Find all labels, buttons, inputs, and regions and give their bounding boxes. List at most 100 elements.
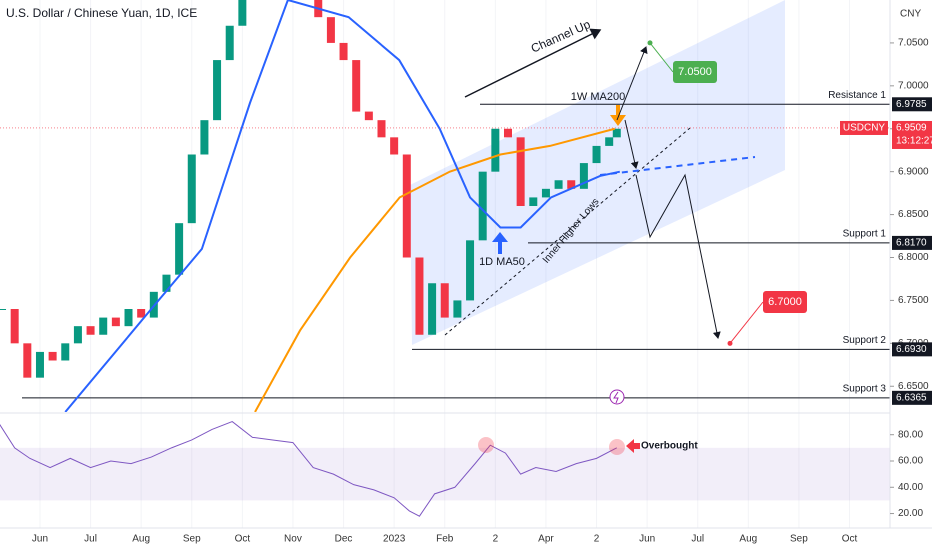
target-link xyxy=(649,42,674,73)
candle xyxy=(10,309,19,344)
level-name: Support 3 xyxy=(843,383,887,394)
x-tick-label: 2 xyxy=(493,534,499,545)
candle xyxy=(86,326,95,335)
channel xyxy=(410,0,785,345)
level-name: Support 2 xyxy=(843,335,887,346)
rsi-pane xyxy=(0,421,890,517)
candle xyxy=(605,137,614,146)
line xyxy=(0,421,618,517)
event-icon xyxy=(609,389,625,405)
candle xyxy=(612,128,621,138)
projection xyxy=(616,46,648,121)
candle xyxy=(377,120,386,138)
candle xyxy=(592,145,601,164)
level-price: 6.8170 xyxy=(896,238,927,249)
candle xyxy=(516,137,525,206)
candle xyxy=(213,60,222,121)
projection xyxy=(624,119,639,169)
level-name: Resistance 1 xyxy=(828,90,886,101)
candle xyxy=(503,128,512,138)
projection xyxy=(635,173,721,339)
x-tick-label: Jun xyxy=(32,534,48,545)
candle xyxy=(466,240,475,301)
candle xyxy=(35,351,44,378)
level-name: Support 1 xyxy=(843,229,887,240)
y-tick-label: 20.00 xyxy=(898,508,923,519)
symbol: USDCNY xyxy=(843,123,886,134)
x-tick-label: Jul xyxy=(84,534,97,545)
price-box xyxy=(892,97,932,112)
annotation: 1D MA50 xyxy=(479,256,525,268)
x-tick-label: Jun xyxy=(639,534,655,545)
x-tick-label: Oct xyxy=(842,534,858,545)
candle xyxy=(440,283,449,318)
candle xyxy=(428,283,437,335)
level-price: 6.6930 xyxy=(896,344,927,355)
candle xyxy=(415,257,424,335)
candle xyxy=(554,180,563,189)
target-label: 7.0500 xyxy=(678,66,712,78)
level-price: 6.9785 xyxy=(896,99,927,110)
channel-arrow xyxy=(464,28,602,98)
y-tick-label: 80.00 xyxy=(898,429,923,440)
y-tick-label: 60.00 xyxy=(898,456,923,467)
candle xyxy=(529,197,538,206)
x-tick-label: 2 xyxy=(594,534,600,545)
y-tick-label: 6.8500 xyxy=(898,209,929,220)
x-tick-label: Sep xyxy=(183,534,201,545)
ma50-projection xyxy=(599,156,756,176)
y-tick-label: 40.00 xyxy=(898,482,923,493)
price-box xyxy=(892,235,932,250)
x-tick-label: Feb xyxy=(436,534,454,545)
candle xyxy=(453,300,462,318)
x-tick-label: Sep xyxy=(790,534,808,545)
candle xyxy=(225,25,234,61)
target-label: 6.7000 xyxy=(768,296,802,308)
annotation: Overbought xyxy=(641,441,698,452)
candle xyxy=(111,317,120,327)
line xyxy=(254,127,616,412)
candle xyxy=(326,17,335,43)
candle xyxy=(402,154,411,258)
candle xyxy=(390,137,399,155)
x-tick-label: 2023 xyxy=(383,534,406,545)
candle xyxy=(352,60,361,112)
candle xyxy=(73,326,82,344)
candle xyxy=(137,309,146,318)
name-box xyxy=(840,120,888,135)
arrow-icon xyxy=(610,105,626,126)
annotation: 1W MA200 xyxy=(571,91,625,103)
candle xyxy=(162,274,171,292)
x-tick-label: Apr xyxy=(538,534,554,545)
line xyxy=(64,0,621,412)
y-tick-label: 6.6500 xyxy=(898,381,929,392)
candle xyxy=(339,42,348,61)
x-tick-label: Dec xyxy=(335,534,353,545)
chart-title: U.S. Dollar / Chinese Yuan, 1D, ICE xyxy=(6,6,197,20)
arrow-icon xyxy=(492,232,508,254)
candle xyxy=(200,120,209,155)
price-box xyxy=(892,390,932,405)
x-tick-label: Jul xyxy=(691,534,704,545)
candle xyxy=(579,163,588,189)
x-tick-label: Aug xyxy=(132,534,150,545)
candle xyxy=(23,343,32,378)
rsi-band xyxy=(0,447,890,501)
price-box xyxy=(892,120,932,149)
candle xyxy=(48,351,57,361)
y-tick-label: 6.8000 xyxy=(898,252,929,263)
y-tick-label: 7.0500 xyxy=(898,38,929,49)
price-pane xyxy=(0,0,890,412)
candle xyxy=(567,180,576,189)
x-tick-label: Nov xyxy=(284,534,302,545)
target-point xyxy=(647,40,653,46)
candle xyxy=(175,223,184,275)
candle xyxy=(491,128,500,172)
rsi-highlight xyxy=(609,439,625,455)
countdown: 13:12:27 xyxy=(896,136,932,147)
target-box xyxy=(763,291,807,313)
candle xyxy=(0,309,7,310)
last-price: 6.9509 xyxy=(896,123,927,134)
